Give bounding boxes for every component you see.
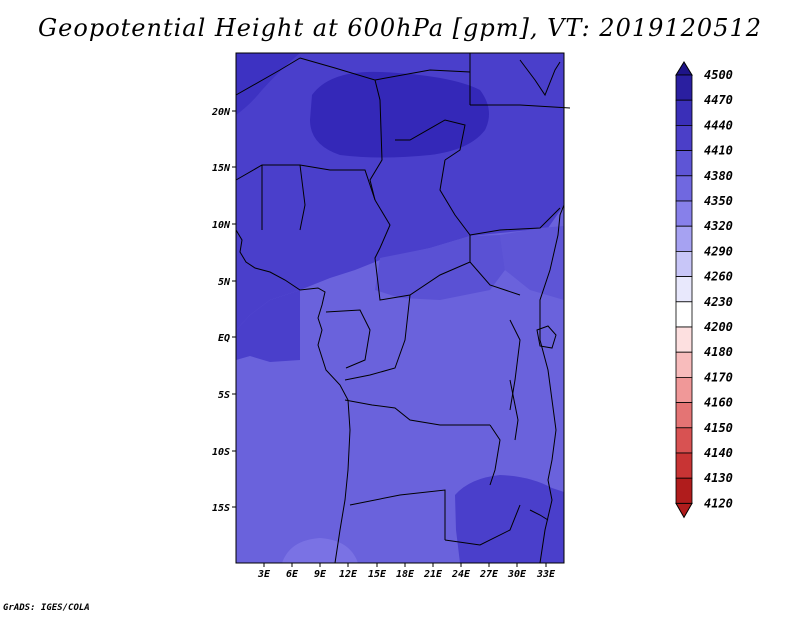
colorbar-label: 4170 bbox=[704, 370, 733, 384]
colorbar-label: 4410 bbox=[704, 144, 733, 158]
border-2 bbox=[299, 57, 383, 201]
credit-text: GrADS: IGES/COLA bbox=[3, 603, 90, 613]
lon-label: 18E bbox=[396, 569, 415, 580]
coast-east bbox=[539, 204, 565, 564]
colorbar-swatch bbox=[675, 376, 693, 403]
lon-label: 12E bbox=[339, 569, 358, 580]
border-14 bbox=[344, 399, 490, 426]
border-11 bbox=[439, 159, 471, 262]
field-southwest-light bbox=[282, 538, 358, 563]
border-3 bbox=[374, 69, 471, 105]
lat-label: 20N bbox=[211, 107, 231, 118]
colorbar-swatch bbox=[675, 74, 693, 101]
colorbar-swatch bbox=[675, 200, 693, 227]
plot-title: Geopotential Height at 600hPa [gpm], VT:… bbox=[38, 14, 762, 42]
border-16 bbox=[444, 504, 521, 546]
colorbar-swatch bbox=[675, 351, 693, 378]
colorbar-swatch bbox=[675, 477, 693, 504]
colorbar-label: 4440 bbox=[704, 118, 733, 132]
lon-label: 21E bbox=[423, 569, 443, 580]
colorbar-label: 4290 bbox=[704, 244, 733, 258]
lake-tanganyika bbox=[509, 379, 519, 441]
colorbar-swatch bbox=[675, 427, 693, 454]
colorbar-label: 4160 bbox=[704, 396, 733, 410]
colorbar-label: 4500 bbox=[704, 68, 733, 82]
lon-label: 9E bbox=[314, 569, 327, 580]
lat-label: 10S bbox=[212, 447, 230, 458]
border-18 bbox=[489, 424, 501, 486]
colorbar-swatch bbox=[675, 175, 693, 202]
coast-west bbox=[235, 229, 351, 564]
lat-label: 5S bbox=[218, 390, 230, 401]
colorbar-label: 4150 bbox=[704, 421, 733, 435]
field-core bbox=[310, 71, 489, 158]
colorbar-swatch bbox=[675, 276, 693, 303]
border-6 bbox=[235, 164, 376, 201]
boundaries bbox=[235, 53, 571, 564]
border-17 bbox=[344, 294, 411, 381]
colorbar-label: 4320 bbox=[704, 219, 733, 233]
colorbar-label: 4260 bbox=[704, 270, 733, 284]
colorbar-bottom-arrow bbox=[675, 502, 693, 519]
colorbar-label: 4180 bbox=[704, 345, 733, 359]
lon-label: 30E bbox=[507, 569, 527, 580]
lon-label: 27E bbox=[479, 569, 499, 580]
lon-label: 24E bbox=[451, 569, 471, 580]
lat-label: 15N bbox=[212, 163, 231, 174]
colorbar-swatch bbox=[675, 250, 693, 277]
lake-malawi bbox=[529, 509, 549, 521]
border-1 bbox=[235, 57, 301, 96]
colorbar-label: 4350 bbox=[704, 194, 733, 208]
height-field bbox=[236, 53, 564, 563]
border-12 bbox=[469, 207, 561, 236]
lon-label: 3E bbox=[257, 569, 271, 580]
colorbar-label: 4120 bbox=[704, 496, 733, 510]
border-4 bbox=[470, 104, 571, 109]
border-15 bbox=[349, 489, 446, 540]
lat-label: 15S bbox=[212, 503, 230, 514]
field-west-medium bbox=[236, 290, 300, 362]
colorbar-swatch bbox=[675, 125, 693, 152]
border-8 bbox=[299, 164, 306, 231]
colorbar-label: 4230 bbox=[704, 295, 733, 309]
coast-redsea bbox=[519, 59, 561, 97]
colorbar-swatch bbox=[675, 225, 693, 252]
colorbar-swatch bbox=[675, 326, 693, 353]
border-13 bbox=[325, 309, 371, 369]
colorbar: 4500 4470 4440 4410 4380 4350 4320 4290 4260 4230… bbox=[675, 61, 733, 519]
field-central bbox=[375, 235, 505, 300]
colorbar-top-arrow bbox=[675, 61, 693, 76]
lat-label: 10N bbox=[212, 220, 231, 231]
field-northwest bbox=[236, 53, 300, 115]
field-southeast-dark bbox=[455, 475, 564, 563]
colorbar-swatch bbox=[675, 402, 693, 429]
colorbar-swatch bbox=[675, 150, 693, 177]
lon-label: 33E bbox=[536, 569, 556, 580]
border-9 bbox=[374, 199, 521, 301]
lat-axis: 20N 15N 10N 5N EQ 5S 10S 15S bbox=[211, 107, 236, 514]
map-frame bbox=[235, 52, 565, 564]
field-east-medium bbox=[500, 226, 564, 300]
colorbar-label: 4130 bbox=[704, 471, 733, 485]
colorbar-label: 4200 bbox=[704, 320, 733, 334]
lon-label: 15E bbox=[368, 569, 387, 580]
lat-label: 5N bbox=[218, 277, 231, 288]
lon-label: 6E bbox=[286, 569, 299, 580]
colorbar-swatch bbox=[675, 301, 693, 328]
colorbar-label: 4140 bbox=[704, 446, 733, 460]
colorbar-swatch bbox=[675, 452, 693, 479]
border-10 bbox=[395, 119, 466, 161]
lake-victoria bbox=[536, 325, 557, 349]
lat-label: EQ bbox=[218, 333, 230, 344]
lon-axis: 3E 6E 9E 12E 15E 18E 21E 24E 27E 30E 33E bbox=[257, 563, 556, 580]
colorbar-label: 4470 bbox=[704, 93, 733, 107]
colorbar-swatch bbox=[675, 99, 693, 126]
colorbar-label: 4380 bbox=[704, 169, 733, 183]
